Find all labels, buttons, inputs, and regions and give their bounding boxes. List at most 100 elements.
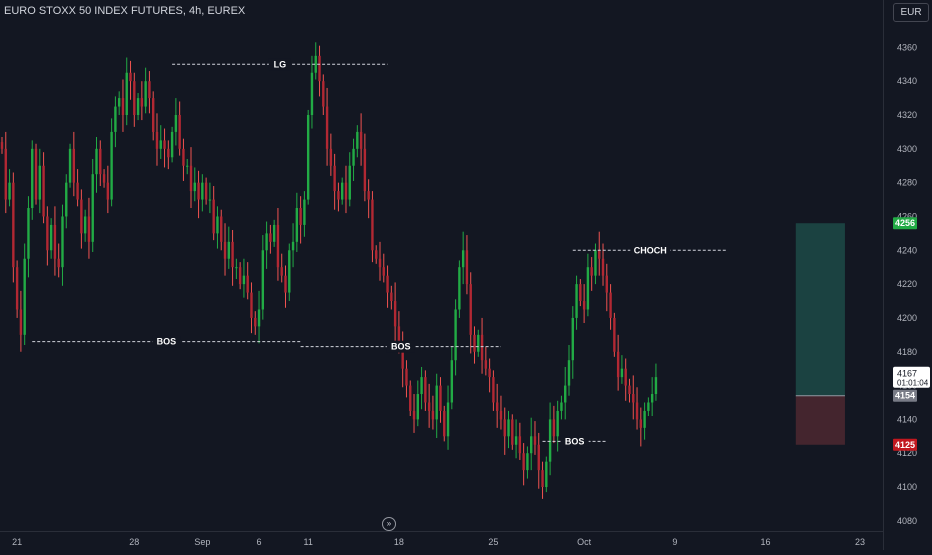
candle-body[interactable]: [495, 402, 499, 411]
candle-body[interactable]: [144, 81, 147, 107]
candle-body[interactable]: [155, 131, 159, 149]
candle-body[interactable]: [68, 148, 72, 183]
candle-body[interactable]: [609, 292, 612, 318]
candle-body[interactable]: [511, 419, 514, 445]
candle-body[interactable]: [378, 258, 382, 268]
candle-body[interactable]: [439, 385, 442, 411]
candle-body[interactable]: [393, 301, 397, 327]
candle-body[interactable]: [42, 165, 45, 217]
candle-body[interactable]: [125, 72, 128, 116]
candle-body[interactable]: [499, 410, 503, 420]
candle-body[interactable]: [522, 453, 525, 471]
candle-body[interactable]: [212, 199, 215, 234]
candle-body[interactable]: [76, 182, 79, 200]
candle-body[interactable]: [367, 191, 370, 200]
candle-body[interactable]: [167, 148, 170, 158]
candle-body[interactable]: [564, 385, 567, 403]
candle-body[interactable]: [548, 419, 552, 462]
candle-body[interactable]: [628, 385, 631, 395]
candle-body[interactable]: [231, 241, 234, 268]
candle-body[interactable]: [382, 267, 385, 276]
candle-body[interactable]: [133, 81, 136, 116]
candle-body[interactable]: [303, 199, 306, 225]
candle-body[interactable]: [114, 106, 117, 132]
candle-body[interactable]: [117, 98, 121, 107]
candle-body[interactable]: [390, 292, 393, 302]
candle-body[interactable]: [416, 394, 419, 420]
candle-body[interactable]: [12, 182, 15, 268]
candle-body[interactable]: [163, 140, 166, 149]
candle-body[interactable]: [545, 461, 548, 488]
candle-body[interactable]: [216, 216, 219, 234]
candle-body[interactable]: [261, 250, 265, 310]
candle-body[interactable]: [507, 419, 510, 437]
candle-body[interactable]: [223, 241, 227, 259]
candle-body[interactable]: [136, 98, 140, 116]
candle-body[interactable]: [235, 267, 238, 269]
candle-body[interactable]: [514, 436, 518, 445]
candle-body[interactable]: [537, 444, 540, 471]
candle-body[interactable]: [208, 199, 212, 201]
candle-body[interactable]: [95, 148, 98, 175]
candle-body[interactable]: [492, 377, 495, 403]
candle-body[interactable]: [99, 148, 102, 175]
candle-body[interactable]: [129, 72, 132, 82]
candle-body[interactable]: [295, 208, 299, 242]
candle-body[interactable]: [424, 377, 427, 403]
target-zone[interactable]: [795, 223, 845, 396]
candle-body[interactable]: [352, 148, 355, 166]
candle-body[interactable]: [57, 258, 60, 268]
candle-body[interactable]: [204, 182, 208, 200]
candle-body[interactable]: [333, 165, 336, 192]
candle-body[interactable]: [443, 410, 446, 437]
candle-body[interactable]: [469, 284, 472, 335]
candle-body[interactable]: [632, 394, 635, 403]
candle-body[interactable]: [242, 275, 246, 285]
candle-body[interactable]: [257, 309, 261, 327]
candle-body[interactable]: [0, 142, 4, 149]
candle-body[interactable]: [348, 165, 351, 200]
candle-body[interactable]: [480, 334, 484, 361]
candle-body[interactable]: [102, 174, 106, 183]
candle-body[interactable]: [265, 233, 268, 251]
candle-body[interactable]: [620, 368, 624, 378]
candle-body[interactable]: [575, 284, 578, 318]
currency-button[interactable]: EUR: [893, 3, 929, 22]
candle-body[interactable]: [291, 241, 295, 251]
candle-body[interactable]: [80, 199, 83, 234]
candle-body[interactable]: [356, 131, 359, 149]
candle-body[interactable]: [83, 216, 87, 234]
candle-body[interactable]: [594, 250, 597, 276]
candle-body[interactable]: [238, 267, 242, 285]
candle-body[interactable]: [579, 284, 582, 302]
candle-body[interactable]: [412, 410, 416, 420]
candle-body[interactable]: [613, 317, 616, 352]
candle-body[interactable]: [8, 182, 11, 200]
candle-body[interactable]: [31, 148, 34, 209]
candle-body[interactable]: [186, 165, 189, 167]
candle-body[interactable]: [174, 115, 178, 132]
candle-body[interactable]: [465, 250, 469, 285]
candle-body[interactable]: [325, 106, 329, 149]
candle-body[interactable]: [193, 182, 196, 192]
candle-body[interactable]: [624, 368, 627, 386]
candle-body[interactable]: [488, 368, 491, 378]
candle-body[interactable]: [643, 410, 646, 428]
candle-body[interactable]: [454, 309, 457, 361]
candle-body[interactable]: [639, 419, 643, 428]
candle-body[interactable]: [87, 216, 91, 242]
candle-body[interactable]: [197, 182, 200, 200]
candle-body[interactable]: [314, 55, 317, 73]
candle-body[interactable]: [556, 410, 559, 437]
candle-body[interactable]: [571, 317, 574, 361]
candle-body[interactable]: [182, 148, 185, 166]
candle-body[interactable]: [272, 224, 276, 242]
candle-body[interactable]: [227, 241, 230, 259]
candle-body[interactable]: [280, 267, 283, 276]
candle-body[interactable]: [363, 148, 367, 192]
candle-body[interactable]: [650, 394, 654, 403]
candle-body[interactable]: [246, 275, 249, 293]
candle-body[interactable]: [635, 402, 639, 420]
